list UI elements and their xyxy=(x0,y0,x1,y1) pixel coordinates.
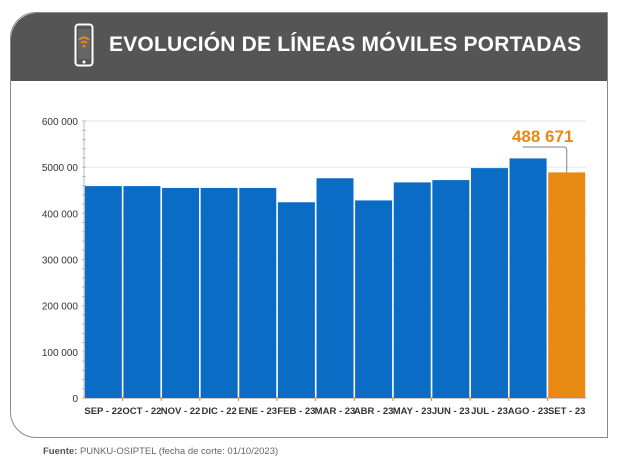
bar-abr-23 xyxy=(355,200,393,398)
x-tick-label: SET - 23 xyxy=(548,406,586,417)
y-tick-label: 300 000 xyxy=(42,256,79,267)
annotation-leader-line xyxy=(522,146,568,173)
bar-dic-22 xyxy=(200,187,238,398)
y-tick-label: 100 000 xyxy=(42,348,79,359)
x-tick-label: SEP - 22 xyxy=(84,406,122,417)
x-tick-label: JUN - 23 xyxy=(432,406,470,417)
bar-ago-23 xyxy=(509,158,547,398)
x-tick-label: OCT - 22 xyxy=(122,406,161,417)
x-tick-label: NOV - 22 xyxy=(161,406,201,417)
y-tick-label: 5000 00 xyxy=(42,163,79,174)
bar-sep-22 xyxy=(84,186,122,398)
y-tick-label: 200 000 xyxy=(42,302,79,313)
bar-feb-23 xyxy=(277,202,315,398)
bar-mar-23 xyxy=(316,178,354,398)
bar-oct-22 xyxy=(123,186,161,398)
chart-header: EVOLUCIÓN DE LÍNEAS MÓVILES PORTADAS xyxy=(11,13,607,81)
chart-title: EVOLUCIÓN DE LÍNEAS MÓVILES PORTADAS xyxy=(109,33,582,56)
source-text: PUNKU-OSIPTEL (fecha de corte: 01/10/202… xyxy=(79,446,279,457)
x-tick-label: ENE - 23 xyxy=(238,406,277,417)
bar-set-23 xyxy=(548,172,586,398)
bar-jul-23 xyxy=(470,168,508,398)
y-tick-label: 400 000 xyxy=(42,209,79,220)
bar-jun-23 xyxy=(432,180,470,398)
x-tick-label: MAY - 23 xyxy=(393,406,432,417)
bar-nov-22 xyxy=(162,187,200,398)
bar-may-23 xyxy=(393,182,431,398)
source-note: Fuente: PUNKU-OSIPTEL (fecha de corte: 0… xyxy=(43,446,278,457)
bar-ene-23 xyxy=(239,187,277,398)
mobile-signal-icon xyxy=(74,23,94,67)
y-tick-label: 600 000 xyxy=(42,117,79,128)
x-tick-label: DIC - 22 xyxy=(201,406,236,417)
x-tick-label: FEB - 23 xyxy=(277,406,315,417)
y-tick-label: 0 xyxy=(72,394,78,405)
x-tick-label: AGO - 23 xyxy=(508,406,549,417)
annotation-label: 488 671 xyxy=(512,127,573,146)
x-tick-label: ABR - 23 xyxy=(354,406,394,417)
source-label: Fuente: xyxy=(43,446,78,457)
x-tick-label: MAR - 23 xyxy=(315,406,356,417)
x-tick-label: JUL - 23 xyxy=(471,406,508,417)
